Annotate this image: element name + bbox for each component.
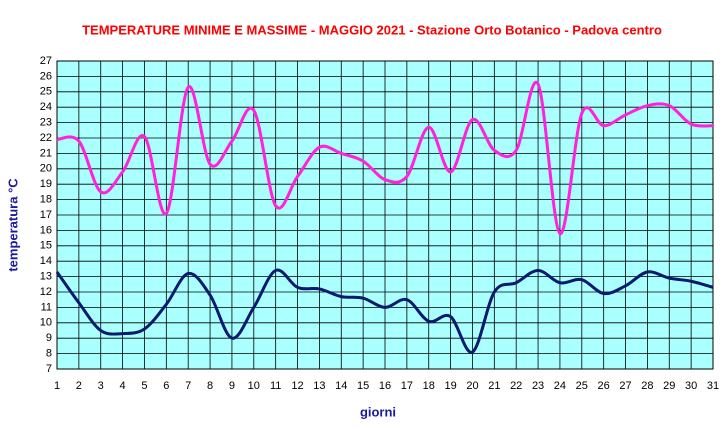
x-tick-label: 1 <box>54 380 60 392</box>
y-tick-label: 26 <box>40 70 52 82</box>
x-tick-label: 3 <box>98 380 104 392</box>
x-tick-label: 5 <box>141 380 147 392</box>
x-tick-label: 31 <box>707 380 719 392</box>
x-tick-label: 27 <box>619 380 631 392</box>
y-tick-label: 18 <box>40 194 52 206</box>
y-tick-label: 16 <box>40 224 52 236</box>
y-tick-label: 23 <box>40 117 52 129</box>
y-tick-label: 22 <box>40 132 52 144</box>
y-tick-label: 14 <box>40 255 52 267</box>
y-tick-label: 9 <box>46 332 52 344</box>
x-tick-label: 11 <box>270 380 281 392</box>
y-tick-label: 15 <box>40 240 52 252</box>
x-tick-label: 19 <box>444 380 456 392</box>
y-tick-label: 20 <box>40 163 52 175</box>
y-tick-label: 19 <box>40 178 52 190</box>
y-tick-label: 17 <box>40 209 52 221</box>
x-tick-label: 23 <box>532 380 544 392</box>
x-tick-label: 20 <box>466 380 478 392</box>
y-tick-label: 11 <box>41 301 52 313</box>
y-tick-label: 12 <box>40 286 52 298</box>
x-tick-label: 12 <box>291 380 303 392</box>
x-tick-label: 24 <box>554 380 566 392</box>
x-tick-label: 16 <box>379 380 391 392</box>
x-tick-label: 21 <box>488 380 500 392</box>
y-tick-label: 7 <box>46 363 52 375</box>
x-tick-label: 8 <box>207 380 213 392</box>
y-tick-label: 21 <box>40 147 52 159</box>
y-tick-label: 24 <box>40 101 52 113</box>
y-tick-label: 10 <box>40 317 52 329</box>
x-tick-label: 25 <box>576 380 588 392</box>
chart-title: TEMPERATURE MINIME E MASSIME - MAGGIO 20… <box>82 22 662 37</box>
series-line <box>56 80 714 235</box>
y-tick-label: 13 <box>40 271 52 283</box>
x-tick-label: 9 <box>229 380 235 392</box>
y-axis-label: temperatura °C <box>5 178 20 272</box>
x-tick-label: 15 <box>357 380 369 392</box>
y-tick-label: 25 <box>40 86 52 98</box>
x-tick-label: 29 <box>663 380 675 392</box>
x-tick-label: 10 <box>248 380 260 392</box>
x-tick-label: 26 <box>598 380 610 392</box>
x-tick-label: 18 <box>423 380 435 392</box>
x-tick-label: 14 <box>335 380 347 392</box>
x-tick-label: 22 <box>510 380 522 392</box>
x-tick-label: 13 <box>313 380 325 392</box>
x-tick-label: 6 <box>163 380 169 392</box>
x-tick-label: 4 <box>120 380 126 392</box>
x-tick-label: 2 <box>76 380 82 392</box>
y-tick-label: 27 <box>40 55 52 67</box>
x-tick-label: 7 <box>185 380 191 392</box>
x-axis-label: giorni <box>360 404 396 419</box>
series-line <box>55 268 714 354</box>
y-tick-label: 8 <box>46 348 52 360</box>
x-tick-label: 30 <box>685 380 697 392</box>
x-tick-label: 17 <box>401 380 413 392</box>
x-tick-label: 28 <box>641 380 653 392</box>
